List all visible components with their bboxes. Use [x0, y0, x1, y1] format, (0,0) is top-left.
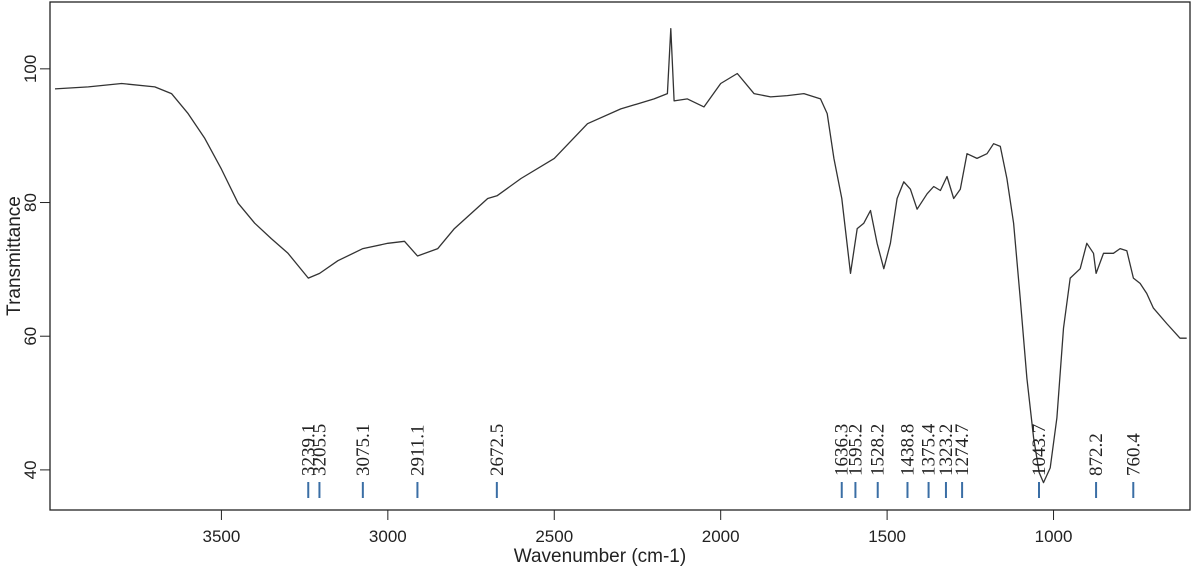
- plot-frame: [49, 1, 1191, 511]
- peak-label: 1323.2: [936, 424, 957, 476]
- peak-label: 1274.7: [952, 424, 973, 476]
- x-tick-label: 2500: [535, 527, 573, 546]
- spectrum-line: [54, 28, 1187, 484]
- y-tick-label: 80: [21, 193, 40, 212]
- x-tick-label: 1000: [1035, 527, 1073, 546]
- peak-label: 1636.3: [832, 424, 853, 476]
- peak-label: 2911.1: [407, 424, 428, 476]
- peak-label: 2672.5: [487, 424, 508, 476]
- peak-label: 1438.8: [897, 424, 918, 476]
- x-tick-label: 2000: [702, 527, 740, 546]
- peak-label: 1375.4: [919, 423, 940, 476]
- y-tick-label: 100: [21, 55, 40, 83]
- peak-label: 3205.5: [309, 424, 330, 476]
- y-tick-label: 60: [21, 327, 40, 346]
- y-axis-label: Transmittance: [4, 196, 25, 316]
- peak-label: 760.4: [1123, 433, 1144, 476]
- x-tick-label: 1500: [868, 527, 906, 546]
- peak-label: 1528.2: [868, 424, 889, 476]
- peak-label: 3075.1: [353, 424, 374, 476]
- y-tick-label: 40: [21, 460, 40, 479]
- peak-label: 3239.1: [298, 424, 319, 476]
- x-tick-label: 3500: [203, 527, 241, 546]
- x-axis-label: Wavenumber (cm-1): [514, 546, 686, 567]
- peak-label: 1043.7: [1029, 424, 1050, 476]
- peak-label: 872.2: [1086, 433, 1107, 476]
- x-tick-label: 3000: [369, 527, 407, 546]
- peak-label: 1595.2: [845, 424, 866, 476]
